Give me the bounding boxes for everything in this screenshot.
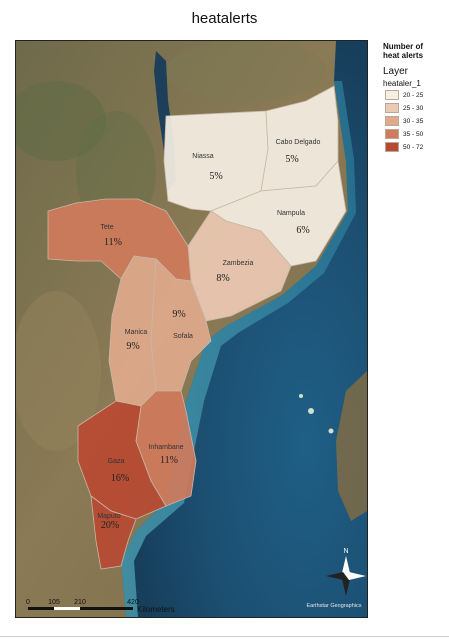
scale-tick-210: 210 — [74, 599, 86, 606]
legend-row: 35 - 50 — [383, 128, 447, 140]
madagascar-edge — [336, 371, 367, 521]
pct-nampula: 6% — [296, 225, 309, 236]
label-tete: Tete — [100, 224, 113, 231]
pct-niassa: 5% — [209, 171, 222, 182]
legend-range-label: 30 - 35 — [403, 117, 424, 125]
province-maputo[interactable] — [90, 495, 137, 570]
pct-tete: 11% — [104, 237, 122, 248]
pct-manica: 9% — [126, 341, 139, 352]
legend-swatch — [385, 116, 399, 126]
label-nampula: Nampula — [277, 210, 305, 217]
island — [299, 394, 303, 398]
pct-inhambane: 11% — [160, 455, 178, 466]
legend-class-list: 20 - 25 25 - 30 30 - 35 35 - 50 50 - 72 — [383, 89, 447, 153]
legend-row: 50 - 72 — [383, 141, 447, 153]
legend-swatch — [385, 103, 399, 113]
island — [328, 428, 334, 434]
pct-gaza: 16% — [111, 473, 129, 484]
legend-range-label: 20 - 25 — [403, 91, 424, 99]
north-arrow-icon: N — [326, 548, 366, 596]
legend-range-label: 35 - 50 — [403, 130, 424, 138]
legend-row: 30 - 35 — [383, 115, 447, 127]
label-zambezia: Zambezia — [223, 260, 254, 267]
scale-tick-0: 0 — [26, 599, 30, 606]
vegetation-patch — [16, 81, 106, 161]
label-sofala: Sofala — [173, 333, 193, 340]
page-bottom-rule — [0, 636, 449, 637]
dry-land-patch — [16, 291, 101, 451]
map-title: heatalerts — [191, 10, 258, 27]
scale-unit: Kilometers — [137, 605, 175, 614]
island — [308, 408, 314, 414]
land-patch — [166, 41, 326, 101]
legend-swatch — [385, 142, 399, 152]
label-maputo: Maputo — [97, 513, 120, 520]
pct-sofala: 9% — [172, 309, 185, 320]
imagery-credit: Earthstar Geographics — [306, 603, 361, 609]
map-frame[interactable]: Niassa Cabo Delgado Nampula Zambezia Tet… — [15, 40, 368, 618]
map-legend: Number of heat alerts Layer heataler_1 2… — [383, 42, 447, 153]
legend-heading-2: heat alerts — [383, 51, 424, 60]
legend-swatch — [385, 90, 399, 100]
map-canvas[interactable]: Niassa Cabo Delgado Nampula Zambezia Tet… — [16, 41, 367, 617]
legend-heading-1: Number of — [383, 42, 423, 51]
legend-layer-label: Layer — [383, 66, 409, 77]
label-gaza: Gaza — [108, 458, 125, 465]
pct-cabo-delgado: 5% — [285, 154, 298, 165]
label-niassa: Niassa — [192, 153, 214, 160]
pct-zambezia: 8% — [216, 273, 229, 284]
label-manica: Manica — [125, 329, 148, 336]
legend-row: 25 - 30 — [383, 102, 447, 114]
label-inhambane: Inhambane — [148, 444, 183, 451]
legend-layer-name: heataler_1 — [383, 79, 421, 88]
scale-tick-105: 105 — [48, 599, 60, 606]
legend-swatch — [385, 129, 399, 139]
scale-tick-420: 420 — [127, 599, 139, 606]
province-gaza[interactable] — [77, 400, 167, 520]
label-cabo-delgado: Cabo Delgado — [276, 139, 321, 146]
scale-bar: 0 105 210 420 Kilometers — [26, 599, 175, 614]
pct-maputo: 20% — [101, 520, 119, 531]
legend-row: 20 - 25 — [383, 89, 447, 101]
legend-range-label: 25 - 30 — [403, 104, 424, 112]
north-label: N — [343, 548, 348, 555]
legend-range-label: 50 - 72 — [403, 143, 424, 151]
